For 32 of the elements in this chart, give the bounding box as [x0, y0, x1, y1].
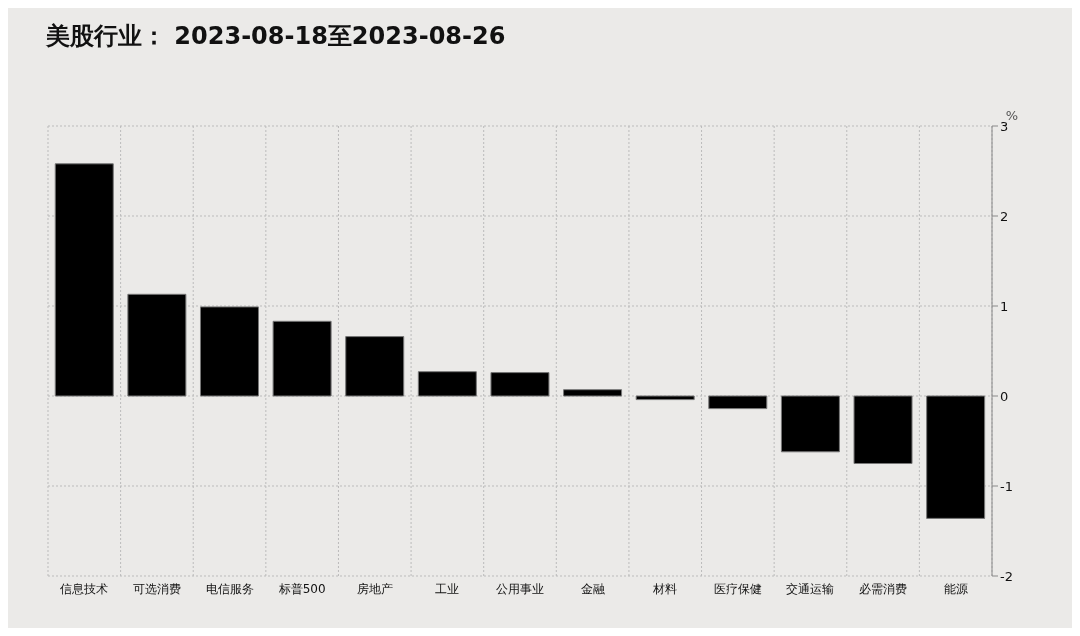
bar [853, 395, 913, 464]
bar [199, 306, 259, 397]
bar [926, 395, 986, 519]
bar [708, 395, 768, 410]
x-tick-label: 金融 [580, 581, 605, 596]
bar [54, 163, 114, 397]
bar [635, 395, 695, 401]
bar [563, 389, 623, 397]
x-tick-label: 公用事业 [496, 581, 544, 596]
bar [272, 320, 332, 397]
y-tick-label: 0 [1000, 388, 1009, 404]
bar [780, 395, 840, 453]
bar [417, 371, 477, 397]
x-tick-label: 可选消费 [132, 581, 181, 596]
x-tick-label: 工业 [435, 581, 460, 596]
x-tick-label: 房地产 [356, 581, 393, 596]
y-tick-label: 2 [1000, 208, 1009, 224]
bar [490, 372, 550, 397]
x-tick-label: 医疗保健 [713, 581, 762, 596]
x-tick-label: 交通运输 [786, 581, 835, 596]
x-tick-label: 能源 [943, 581, 968, 596]
y-tick-label: 1 [1000, 298, 1009, 314]
x-tick-label: 材料 [652, 581, 678, 596]
chart-title: 美股行业： 2023-08-18至2023-08-26 [46, 21, 506, 52]
x-tick-label: 信息技术 [60, 581, 109, 596]
y-tick-label: -1 [1000, 478, 1013, 494]
x-tick-label: 电信服务 [205, 581, 254, 596]
x-tick-label: 标普500 [277, 581, 326, 596]
x-tick-label: 必需消费 [859, 581, 908, 596]
bar [345, 336, 405, 397]
y-tick-label: -2 [1000, 568, 1013, 584]
bar [127, 293, 187, 397]
